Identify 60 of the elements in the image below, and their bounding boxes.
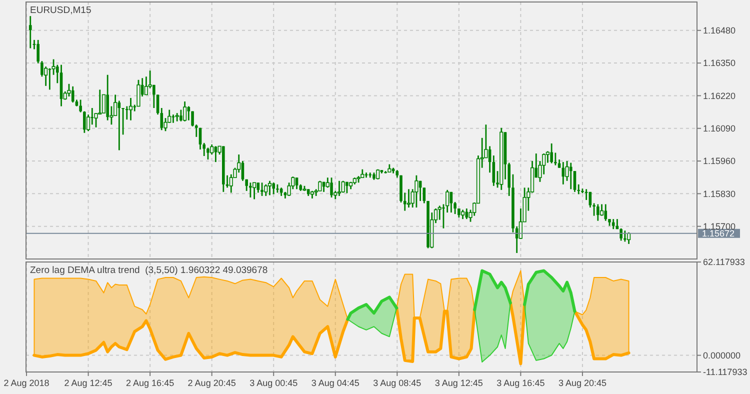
candlestick bbox=[612, 218, 615, 230]
candlestick bbox=[98, 88, 102, 116]
y-tick-label: 1.16220 bbox=[703, 90, 736, 101]
x-tick-label: 3 Aug 08:45 bbox=[373, 378, 422, 388]
candlestick bbox=[128, 97, 133, 122]
candlestick bbox=[206, 147, 210, 160]
x-tick-label: 2 Aug 20:45 bbox=[188, 378, 236, 388]
y-tick-label: 1.16350 bbox=[703, 58, 736, 68]
candlestick bbox=[272, 182, 276, 195]
candlestick bbox=[94, 112, 98, 128]
x-tick-label: 2 Aug 12:45 bbox=[64, 378, 112, 388]
y-tick-label: 1.16480 bbox=[703, 26, 736, 36]
candlestick bbox=[48, 68, 52, 90]
candlestick bbox=[604, 204, 608, 222]
x-tick-label: 3 Aug 12:45 bbox=[434, 378, 483, 388]
ref-line-label: 1.15672 bbox=[702, 228, 735, 239]
candlestick bbox=[454, 201, 456, 215]
candlestick bbox=[330, 176, 333, 198]
candlestick bbox=[318, 180, 322, 192]
candlestick bbox=[596, 204, 600, 222]
candlestick bbox=[125, 106, 128, 120]
candlestick bbox=[414, 174, 418, 208]
candlestick bbox=[260, 182, 264, 197]
candlestick bbox=[160, 107, 164, 131]
candlestick bbox=[172, 114, 175, 124]
candlestick bbox=[569, 162, 572, 190]
candlestick bbox=[465, 208, 468, 220]
x-tick-label: 3 Aug 04:45 bbox=[311, 378, 360, 388]
candlestick bbox=[183, 100, 187, 122]
x-tick-label: 2 Aug 16:45 bbox=[126, 378, 174, 388]
y-tick-label: 62.117933 bbox=[703, 257, 745, 268]
candlestick bbox=[249, 182, 252, 198]
candlestick bbox=[180, 109, 182, 122]
candlestick bbox=[256, 182, 260, 194]
candlestick bbox=[252, 182, 256, 200]
y-tick-label: 1.16090 bbox=[703, 124, 736, 134]
candlestick bbox=[268, 180, 272, 196]
candlestick bbox=[337, 180, 342, 197]
candlestick bbox=[550, 142, 553, 164]
candlestick bbox=[584, 188, 588, 201]
chart-title: Zero lag DEMA ultra trend (3,5,50) 1.960322 49.039678 bbox=[30, 265, 268, 276]
candlestick bbox=[28, 15, 32, 49]
chart-title: EURUSD,M15 bbox=[30, 5, 92, 16]
candlestick bbox=[202, 142, 206, 157]
y-tick-label: 1.15960 bbox=[703, 156, 736, 166]
candlestick bbox=[577, 184, 580, 195]
x-tick-label: 3 Aug 00:45 bbox=[250, 378, 298, 388]
y-tick-label: 0.000000 bbox=[703, 350, 741, 360]
candlestick bbox=[406, 188, 411, 208]
x-tick-label: 3 Aug 16:45 bbox=[496, 378, 545, 388]
candlestick bbox=[460, 209, 465, 220]
y-tick-label: -11.117933 bbox=[703, 367, 748, 378]
x-tick-label: 2 Aug 2018 bbox=[4, 378, 50, 388]
candlestick bbox=[187, 106, 190, 122]
candlestick bbox=[573, 170, 576, 193]
x-tick-label: 3 Aug 20:45 bbox=[558, 378, 606, 388]
y-tick-label: 1.15830 bbox=[703, 188, 736, 199]
candlestick bbox=[620, 228, 622, 242]
candlestick bbox=[264, 184, 268, 197]
candlestick bbox=[295, 176, 298, 190]
